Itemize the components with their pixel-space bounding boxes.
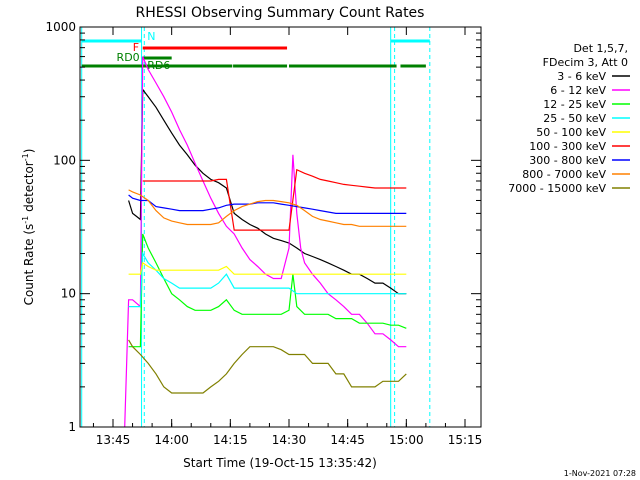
y-axis-label-main: Count Rate (s <box>22 224 36 306</box>
annotation-rd6: RD6 <box>147 59 170 72</box>
legend-label-1: 6 - 12 keV <box>550 84 606 97</box>
footer-date: 1-Nov-2021 07:28 <box>564 469 636 478</box>
x-tick-label-6: 15:15 <box>448 433 483 447</box>
y-tick-label-3: 1000 <box>45 20 76 34</box>
series-line-8 <box>128 339 407 394</box>
x-axis-label: Start Time (19-Oct-15 13:35:42) <box>183 456 377 470</box>
y-axis-label-mid: detector <box>22 161 36 216</box>
x-tick-label-4: 14:45 <box>330 433 365 447</box>
annotation-f: F <box>133 41 139 54</box>
legend-label-7: 800 - 7000 keV <box>522 168 606 181</box>
x-tick-label-0: 13:45 <box>96 433 131 447</box>
x-tick-label-3: 14:30 <box>272 433 307 447</box>
series-line-0 <box>128 87 407 295</box>
y-axis-label-exp2: -1 <box>21 153 30 161</box>
annotation-n: N <box>147 30 155 43</box>
annotation-rd0: RD0 <box>117 51 140 64</box>
series-line-1 <box>124 56 407 428</box>
series-line-6 <box>128 194 407 214</box>
legend-label-5: 100 - 300 keV <box>529 140 606 153</box>
series-line-2 <box>128 233 407 348</box>
legend-header-line-1: Det 1,5,7, <box>573 42 628 55</box>
legend-label-3: 25 - 50 keV <box>543 112 606 125</box>
chart-title: RHESSI Observing Summary Count Rates <box>136 5 425 21</box>
y-axis-label-exp1: -1 <box>21 216 30 224</box>
legend-label-8: 7000 - 15000 keV <box>508 182 606 195</box>
x-tick-label-5: 15:00 <box>389 433 424 447</box>
legend-label-6: 300 - 800 keV <box>529 154 606 167</box>
legend-label-0: 3 - 6 keV <box>557 70 606 83</box>
series-line-5 <box>142 168 407 231</box>
axes: 13:45 14:00 14:15 14:30 14:45 15:00 15:15 1 10 10… <box>45 20 482 447</box>
y-tick-label-1: 10 <box>61 287 76 301</box>
x-tick-label-1: 14:00 <box>154 433 189 447</box>
series-line-7 <box>128 189 407 227</box>
plot-frame <box>79 26 482 428</box>
x-tick-label-2: 14:15 <box>213 433 248 447</box>
series-line-3 <box>128 251 407 308</box>
legend-label-2: 12 - 25 keV <box>543 98 606 111</box>
y-axis-label-end: ) <box>22 149 36 154</box>
legend-label-4: 50 - 100 keV <box>536 126 606 139</box>
y-tick-label-0: 1 <box>68 420 76 434</box>
y-axis-label: Count Rate (s-1 detector-1) <box>21 149 36 306</box>
series-line-4 <box>128 261 407 275</box>
legend-header-line-2: FDecim 3, Att 0 <box>543 56 628 69</box>
y-tick-label-2: 100 <box>53 153 76 167</box>
